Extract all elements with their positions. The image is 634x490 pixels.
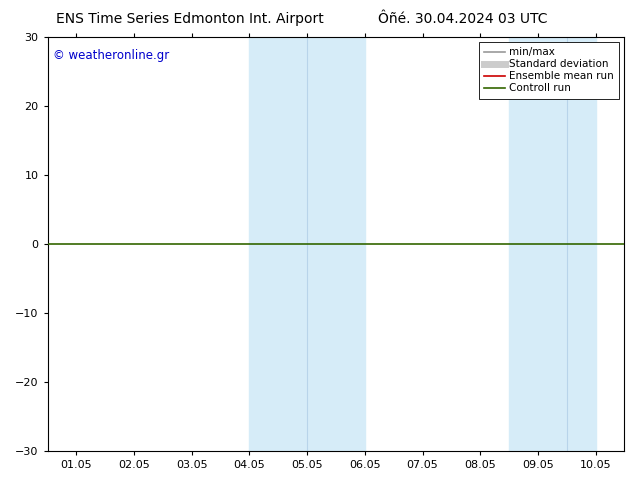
Text: Ôñé. 30.04.2024 03 UTC: Ôñé. 30.04.2024 03 UTC: [378, 12, 548, 26]
Bar: [509, 37, 596, 451]
Bar: [250, 37, 365, 451]
Text: © weatheronline.gr: © weatheronline.gr: [53, 49, 169, 62]
Legend: min/max, Standard deviation, Ensemble mean run, Controll run: min/max, Standard deviation, Ensemble me…: [479, 42, 619, 98]
Text: ENS Time Series Edmonton Int. Airport: ENS Time Series Edmonton Int. Airport: [56, 12, 324, 26]
